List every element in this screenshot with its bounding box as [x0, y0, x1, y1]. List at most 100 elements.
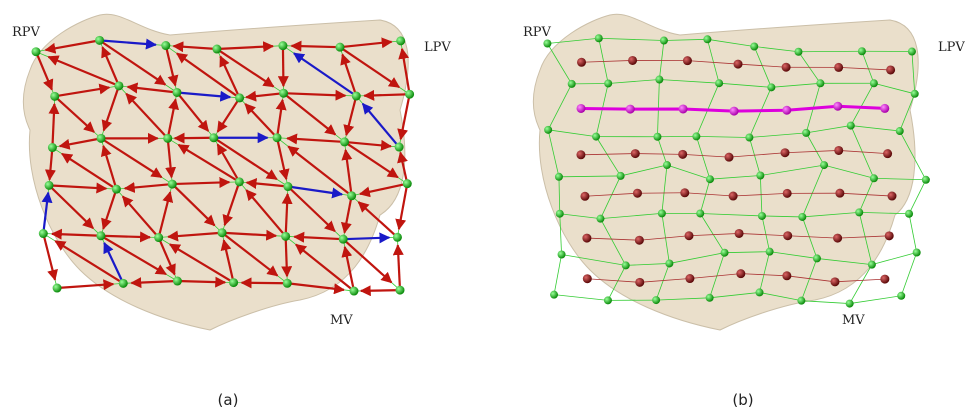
flow-arrow — [283, 46, 284, 86]
mesh-node — [922, 176, 930, 184]
mesh-node — [112, 185, 121, 194]
mesh-node — [767, 83, 775, 91]
dual-node — [628, 56, 637, 65]
mesh-node — [617, 172, 625, 180]
dual-node — [576, 150, 585, 159]
mesh-node — [715, 79, 723, 87]
path-node — [833, 102, 842, 111]
mesh-node — [750, 42, 758, 50]
dual-node — [782, 63, 791, 72]
mesh-node — [161, 41, 170, 50]
mesh-edge — [554, 295, 608, 301]
dual-node — [734, 60, 743, 69]
dual-node — [633, 189, 642, 198]
mesh-node — [855, 208, 863, 216]
caption-a: (a) — [218, 391, 239, 409]
mesh-node — [858, 47, 866, 55]
mesh-edge — [850, 296, 902, 304]
mesh-node — [395, 286, 404, 295]
mesh-node — [692, 132, 700, 140]
mesh-edge — [901, 252, 916, 295]
dual-node — [834, 146, 843, 155]
mesh-node — [50, 92, 59, 101]
mesh-node — [97, 134, 106, 143]
dual-node — [830, 277, 839, 286]
dual-node — [880, 275, 889, 284]
mesh-node — [660, 37, 668, 45]
mesh-node — [868, 261, 876, 269]
dual-node — [680, 188, 689, 197]
flow-arrow — [286, 236, 287, 276]
mesh-node — [168, 180, 177, 189]
mesh-edge — [798, 51, 861, 52]
mesh-node — [798, 213, 806, 221]
mesh-node — [813, 254, 821, 262]
flow-arrow — [242, 283, 288, 284]
mesh-node — [335, 43, 344, 52]
mesh-node — [703, 35, 711, 43]
path-node — [730, 107, 739, 116]
mesh-node — [556, 210, 564, 218]
dual-node — [685, 274, 694, 283]
dual-node — [577, 58, 586, 67]
dual-node — [678, 150, 687, 159]
mesh-edge — [909, 214, 917, 253]
mesh-node — [279, 89, 288, 98]
mesh-node — [396, 36, 405, 45]
mesh-node — [173, 277, 182, 286]
mesh-node — [911, 90, 919, 98]
mesh-node — [349, 287, 358, 296]
dual-node — [783, 231, 792, 240]
mesh-node — [913, 248, 921, 256]
dual-node — [729, 192, 738, 201]
dual-node — [635, 278, 644, 287]
dual-node — [631, 149, 640, 158]
mesh-node — [905, 210, 913, 218]
mesh-node — [53, 284, 62, 293]
label-mv: MV — [330, 313, 353, 328]
mesh-node — [847, 122, 855, 130]
dual-node — [885, 231, 894, 240]
flow-arrow — [399, 184, 407, 230]
flow-arrow — [361, 290, 400, 291]
mesh-node — [114, 81, 123, 90]
mesh-node — [235, 93, 244, 102]
flow-arrow — [364, 94, 409, 96]
mesh-node — [283, 182, 292, 191]
mesh-node — [797, 297, 805, 305]
mesh-node — [212, 45, 221, 54]
label-lpv: LPV — [938, 40, 965, 55]
mesh-node — [48, 143, 57, 152]
figure: RPV LPV MV (a) RPV LPV MV (b) — [0, 0, 965, 417]
mesh-node — [550, 291, 558, 299]
mesh-edge — [801, 301, 849, 304]
mesh-node — [653, 133, 661, 141]
mesh-node — [592, 133, 600, 141]
mesh-node — [745, 133, 753, 141]
dual-node — [580, 192, 589, 201]
dual-node — [582, 234, 591, 243]
mesh-node — [766, 248, 774, 256]
mesh-node — [154, 233, 163, 242]
mesh-node — [39, 229, 48, 238]
page: {"panels": [ {"labels": {"rpv": "RPV", "… — [0, 0, 965, 417]
dual-node — [886, 65, 895, 74]
mesh-node — [339, 235, 348, 244]
mesh-node — [663, 161, 671, 169]
mesh-node — [897, 292, 905, 300]
mesh-node — [816, 79, 824, 87]
mesh-node — [96, 231, 105, 240]
mesh-node — [544, 126, 552, 134]
mesh-node — [802, 129, 810, 137]
flow-arrow — [398, 245, 400, 290]
dual-node — [683, 56, 692, 65]
mesh-node — [172, 88, 181, 97]
mesh-node — [352, 92, 361, 101]
mesh-node — [45, 181, 54, 190]
mesh-node — [706, 175, 714, 183]
mesh-node — [347, 191, 356, 200]
mesh-node — [870, 174, 878, 182]
mesh-node — [604, 79, 612, 87]
path-node — [679, 104, 688, 113]
mesh-node — [340, 137, 349, 146]
